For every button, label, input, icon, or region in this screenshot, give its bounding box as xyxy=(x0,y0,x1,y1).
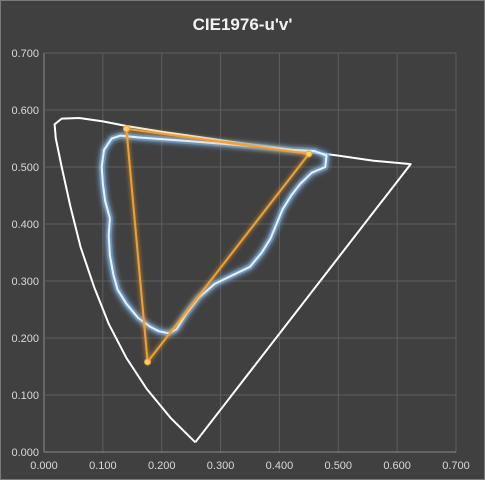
y-tick-label: 0.400 xyxy=(11,219,39,231)
y-tick-label: 0.700 xyxy=(11,48,39,60)
y-tick-label: 0.100 xyxy=(11,390,39,402)
y-tick-label: 0.500 xyxy=(11,162,39,174)
x-tick-label: 0.200 xyxy=(148,460,176,472)
x-tick-label: 0.500 xyxy=(325,460,353,472)
x-tick-label: 0.700 xyxy=(442,460,470,472)
series-line xyxy=(100,134,328,335)
x-tick-label: 0.400 xyxy=(266,460,294,472)
y-tick-label: 0.300 xyxy=(11,276,39,288)
series-point xyxy=(144,358,152,366)
series-point xyxy=(122,125,130,133)
x-tick-label: 0.300 xyxy=(207,460,235,472)
gridlines xyxy=(43,52,457,453)
series-line xyxy=(125,127,310,363)
chart-title: CIE1976-u'v' xyxy=(192,15,293,34)
x-tick-label: 0.000 xyxy=(30,460,58,472)
tick-labels: 0.000 0.100 0.200 0.300 0.400 0.500 0.600 0.700… xyxy=(11,48,469,472)
x-tick-label: 0.600 xyxy=(383,460,411,472)
y-tick-label: 0.600 xyxy=(11,105,39,117)
x-tick-label: 0.100 xyxy=(89,460,117,472)
series xyxy=(53,117,412,444)
y-tick-label: 0.000 xyxy=(11,447,39,459)
series-point xyxy=(305,150,313,158)
y-tick-label: 0.200 xyxy=(11,333,39,345)
